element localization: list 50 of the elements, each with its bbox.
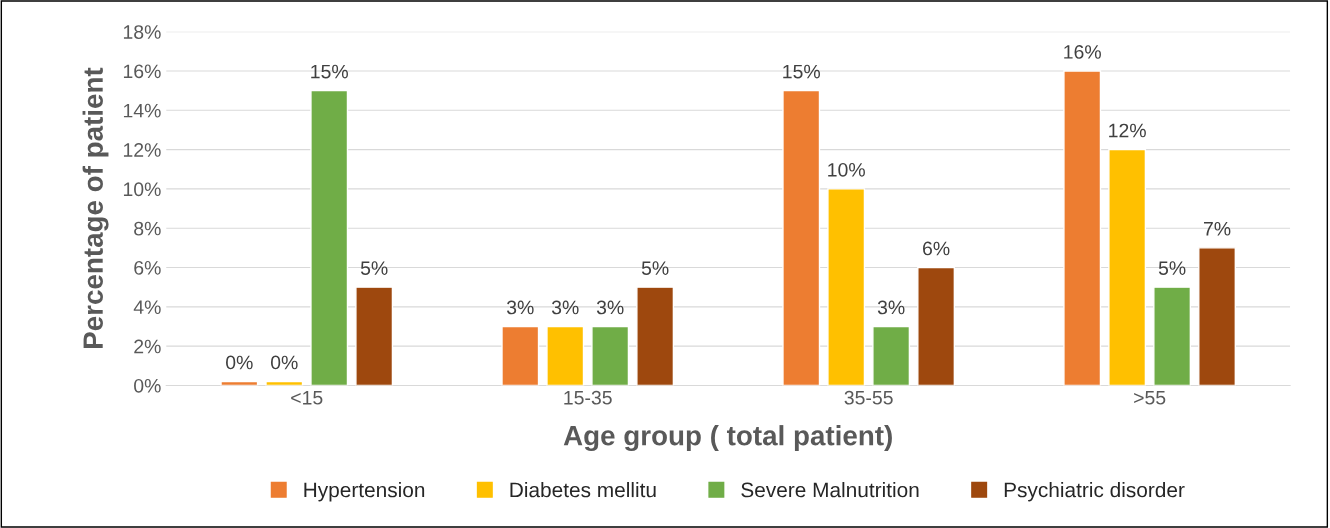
bar (310, 89, 349, 386)
data-label: 5% (641, 261, 669, 275)
y-tick-label: 2% (134, 339, 161, 354)
bar (1153, 286, 1192, 386)
y-tick-label: 8% (134, 221, 161, 236)
x-tick-label: 35-55 (844, 390, 893, 405)
x-axis-title: Age group ( total patient) (563, 425, 892, 452)
data-label: 7% (1203, 222, 1231, 236)
x-tick-label: <15 (291, 391, 323, 405)
bar (636, 286, 675, 386)
data-label: 5% (1158, 261, 1186, 275)
bar (1108, 148, 1147, 386)
bar (827, 188, 866, 386)
bar (917, 266, 956, 386)
bar (1063, 70, 1102, 386)
legend-label: Severe Malnutrition (741, 482, 919, 498)
y-tick-label: 18% (123, 25, 161, 39)
data-label: 10% (828, 162, 865, 177)
legend-label: Hypertension (304, 482, 425, 502)
y-tick-label: 0% (134, 378, 161, 393)
data-label: 12% (1109, 123, 1146, 138)
y-tick-label: 12% (123, 143, 161, 157)
data-label: 0% (226, 355, 253, 370)
legend-label: Psychiatric disorder (1004, 482, 1185, 502)
bar (1198, 247, 1237, 386)
bar (501, 325, 540, 386)
x-tick-label: >55 (1134, 391, 1166, 405)
data-label: 16% (1064, 45, 1101, 59)
data-label: 15% (783, 64, 820, 79)
data-label: 3% (551, 300, 579, 315)
data-label: 15% (311, 64, 348, 79)
legend-label: Diabetes mellitu (510, 482, 656, 498)
y-tick-label: 14% (123, 103, 161, 118)
bar (872, 325, 911, 386)
bar (355, 286, 394, 386)
y-tick-label: 4% (133, 300, 161, 314)
bar (782, 89, 821, 386)
y-axis-title: Percentage of patient (82, 67, 109, 348)
bar (546, 325, 585, 386)
bar (591, 325, 630, 386)
x-tick-label: 15-35 (564, 390, 612, 405)
y-tick-label: 16% (123, 64, 161, 79)
data-label: 3% (596, 300, 624, 315)
data-label: 6% (923, 241, 950, 256)
data-label: 3% (506, 300, 534, 315)
data-label: 0% (270, 355, 298, 370)
y-tick-label: 10% (123, 182, 161, 197)
data-label: 5% (360, 261, 388, 275)
data-label: 3% (877, 300, 905, 315)
y-tick-label: 6% (134, 260, 161, 275)
